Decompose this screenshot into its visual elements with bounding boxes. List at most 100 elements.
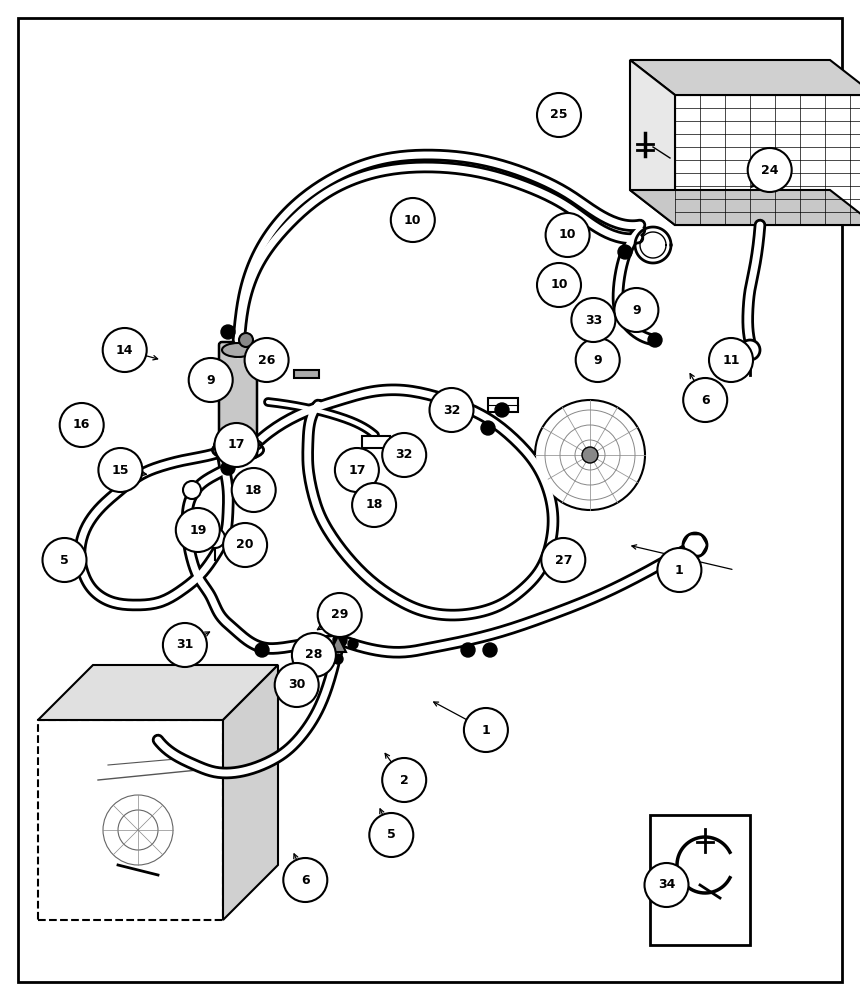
Text: 10: 10 (404, 214, 421, 227)
FancyBboxPatch shape (362, 436, 390, 448)
Circle shape (352, 483, 396, 527)
Circle shape (461, 643, 475, 657)
Text: 18: 18 (366, 498, 383, 512)
Circle shape (163, 623, 207, 667)
Text: 16: 16 (73, 418, 90, 432)
Text: 29: 29 (331, 608, 348, 621)
Circle shape (317, 593, 362, 637)
Circle shape (333, 624, 343, 634)
Text: 9: 9 (632, 304, 641, 316)
Text: 26: 26 (258, 354, 275, 366)
Circle shape (255, 643, 269, 657)
Circle shape (292, 633, 336, 677)
Circle shape (709, 338, 753, 382)
Circle shape (571, 298, 616, 342)
Circle shape (545, 213, 590, 257)
Circle shape (283, 858, 328, 902)
Polygon shape (38, 720, 223, 920)
Text: 18: 18 (245, 484, 262, 496)
Text: 6: 6 (701, 393, 710, 406)
Circle shape (541, 538, 586, 582)
FancyBboxPatch shape (294, 370, 319, 378)
Circle shape (348, 639, 358, 649)
Polygon shape (38, 665, 278, 720)
Circle shape (223, 523, 267, 567)
Circle shape (464, 708, 508, 752)
Circle shape (335, 448, 379, 492)
Text: 6: 6 (301, 874, 310, 886)
Circle shape (214, 423, 259, 467)
Polygon shape (330, 636, 346, 652)
Circle shape (747, 148, 792, 192)
Circle shape (239, 333, 253, 347)
Text: 1: 1 (675, 564, 684, 576)
Circle shape (483, 643, 497, 657)
Text: 11: 11 (722, 354, 740, 366)
Text: 32: 32 (396, 448, 413, 462)
Circle shape (42, 538, 87, 582)
Text: 10: 10 (550, 278, 568, 292)
Text: 17: 17 (348, 464, 366, 477)
Circle shape (429, 388, 474, 432)
Polygon shape (630, 60, 675, 225)
Text: 24: 24 (761, 163, 778, 176)
Circle shape (244, 338, 289, 382)
Circle shape (582, 447, 598, 463)
Circle shape (102, 328, 147, 372)
Text: 19: 19 (189, 524, 206, 536)
Text: 33: 33 (585, 314, 602, 326)
FancyBboxPatch shape (219, 342, 257, 458)
FancyBboxPatch shape (650, 815, 750, 945)
Text: 31: 31 (176, 639, 194, 652)
Text: 1: 1 (482, 724, 490, 736)
Circle shape (740, 340, 760, 360)
FancyBboxPatch shape (488, 398, 518, 412)
Circle shape (614, 288, 659, 332)
Circle shape (390, 198, 435, 242)
Circle shape (205, 528, 225, 548)
Circle shape (537, 263, 581, 307)
Circle shape (481, 421, 495, 435)
Circle shape (175, 508, 220, 552)
Text: 2: 2 (400, 774, 408, 786)
Circle shape (231, 468, 276, 512)
Circle shape (644, 863, 689, 907)
Text: 17: 17 (228, 438, 245, 452)
Text: 5: 5 (387, 828, 396, 842)
Circle shape (274, 663, 319, 707)
Circle shape (657, 548, 702, 592)
Circle shape (537, 93, 581, 137)
Circle shape (382, 433, 427, 477)
Text: 34: 34 (658, 879, 675, 892)
Text: 9: 9 (593, 354, 602, 366)
Text: 15: 15 (112, 464, 129, 477)
Circle shape (535, 400, 645, 510)
Circle shape (318, 639, 328, 649)
Polygon shape (630, 190, 860, 225)
Polygon shape (223, 665, 278, 920)
Text: 14: 14 (116, 344, 133, 357)
Text: 9: 9 (206, 373, 215, 386)
Circle shape (495, 403, 509, 417)
Polygon shape (630, 60, 860, 95)
Circle shape (221, 461, 235, 475)
Circle shape (688, 538, 702, 552)
Circle shape (183, 481, 201, 499)
Circle shape (221, 325, 235, 339)
Text: 32: 32 (443, 403, 460, 416)
Circle shape (369, 813, 414, 857)
Circle shape (683, 378, 728, 422)
Circle shape (333, 654, 343, 664)
Text: 30: 30 (288, 678, 305, 692)
Ellipse shape (214, 437, 262, 453)
Circle shape (575, 338, 620, 382)
Circle shape (648, 333, 662, 347)
Text: 25: 25 (550, 108, 568, 121)
Text: 27: 27 (555, 554, 572, 566)
Circle shape (59, 403, 104, 447)
Text: 20: 20 (237, 538, 254, 552)
Circle shape (98, 448, 143, 492)
Text: 10: 10 (559, 229, 576, 241)
Text: 28: 28 (305, 648, 322, 662)
Circle shape (188, 358, 233, 402)
